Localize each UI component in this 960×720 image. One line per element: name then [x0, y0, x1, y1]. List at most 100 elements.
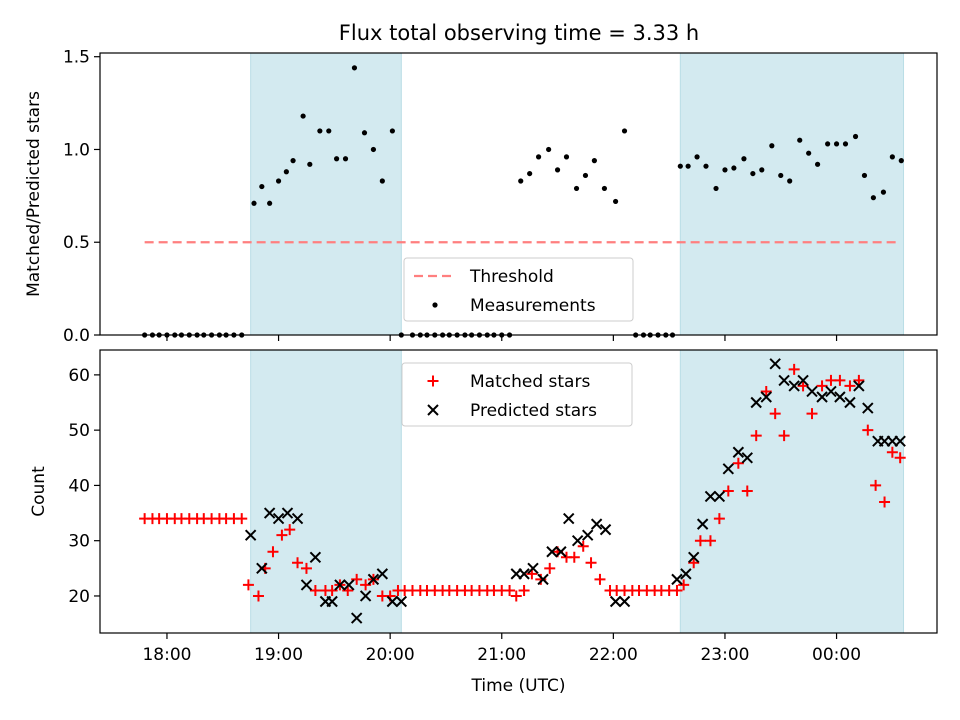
measurement-point	[554, 167, 561, 173]
shaded-span-1	[250, 52, 402, 336]
predicted-star-point	[618, 595, 631, 608]
measurement-point	[290, 158, 296, 164]
legend-matched-label: Matched stars	[470, 372, 590, 392]
measurement-point	[833, 141, 840, 147]
measurement-point	[518, 178, 524, 184]
legend-measurements-label: Measurements	[470, 296, 596, 316]
predicted-star-point	[546, 546, 558, 558]
measurement-point	[825, 141, 831, 147]
measurement-point	[797, 137, 803, 143]
measurement-point	[582, 172, 589, 179]
measurement-point	[307, 161, 313, 167]
predicted-star-point	[527, 562, 539, 575]
matched-star-point	[853, 374, 865, 386]
y-tick-label: 1.5	[63, 48, 90, 68]
measurement-point	[898, 158, 904, 164]
y-tick-label: 30	[68, 532, 90, 552]
measurement-point	[722, 167, 728, 173]
matched-star-point	[300, 562, 312, 574]
matched-star-point	[694, 535, 706, 547]
matched-star-point	[778, 430, 790, 442]
y-tick-label: 0.5	[63, 233, 90, 253]
matched-star-point	[276, 529, 288, 541]
matched-star-point	[252, 590, 264, 602]
predicted-star-point	[350, 612, 363, 624]
legend-predicted-label: Predicted stars	[470, 401, 597, 421]
predicted-star-point	[537, 573, 549, 586]
y-tick-label: 20	[68, 587, 90, 607]
measurement-point	[601, 185, 608, 192]
predicted-star-point	[395, 595, 408, 608]
matched-star-point	[844, 380, 856, 392]
predicted-star-point	[788, 380, 800, 392]
predicted-star-point	[376, 568, 389, 580]
matched-star-point	[886, 446, 898, 458]
predicted-star-point	[816, 391, 828, 403]
matched-star-point	[535, 573, 547, 585]
measurement-point	[251, 200, 257, 206]
measurement-point	[741, 156, 747, 162]
bottom-x-ticks: 18:00 19:00 20:00 21:00 22:00 23:00 00:00	[142, 633, 861, 665]
matched-star-point	[671, 584, 683, 596]
y-tick-label: 1.0	[63, 140, 90, 160]
x-tick-label: 00:00	[812, 645, 861, 665]
measurement-point	[283, 169, 289, 175]
measurement-point	[685, 163, 691, 169]
measurement-point	[563, 154, 570, 160]
shaded-span-2	[679, 52, 905, 336]
measurement-point	[342, 156, 349, 162]
measurement-point	[275, 178, 282, 184]
matched-star-point	[797, 380, 809, 392]
matched-star-point	[750, 430, 762, 442]
measurement-point	[750, 170, 756, 177]
x-tick-label: 21:00	[477, 645, 526, 665]
predicted-star-point	[334, 579, 346, 591]
predicted-star-point	[609, 595, 622, 608]
predicted-star-point	[760, 391, 772, 403]
measurement-point	[267, 200, 273, 206]
figure-title: Flux total observing time = 3.33 h	[339, 21, 699, 45]
shaded-span-2	[679, 349, 905, 634]
predicted-star-point	[671, 573, 683, 586]
measurement-point	[787, 178, 793, 184]
predicted-star-point	[722, 463, 735, 475]
legend-matched-swatch	[427, 375, 439, 387]
measurement-point	[759, 167, 765, 173]
bottom-y-axis-label: Count	[29, 466, 49, 517]
predicted-star-point	[571, 534, 584, 547]
matched-star-point	[879, 496, 891, 508]
matched-star-point	[688, 557, 700, 569]
measurement-point	[573, 185, 580, 192]
measurement-point	[870, 195, 876, 201]
legend-predicted-swatch	[427, 404, 439, 416]
matched-star-point	[862, 424, 874, 436]
predicted-star-point	[244, 529, 257, 541]
legend-threshold-label: Threshold	[469, 267, 554, 287]
predicted-star-point	[769, 358, 781, 370]
matched-star-point	[309, 584, 321, 596]
bottom-y-ticks: 20 30 40 50 60	[68, 366, 100, 607]
x-tick-label: 22:00	[589, 645, 638, 665]
matched-star-point	[806, 408, 818, 420]
bottom-legend-box	[401, 362, 633, 427]
predicted-star-point	[359, 590, 372, 602]
predicted-star-point	[704, 490, 717, 503]
x-tick-label: 20:00	[366, 645, 415, 665]
measurement-point	[677, 163, 683, 169]
measurement-point	[527, 170, 533, 177]
predicted-star-point	[732, 446, 745, 458]
x-tick-label: 18:00	[142, 645, 191, 665]
measurement-point	[778, 172, 784, 179]
predicted-star-point	[741, 452, 753, 464]
predicted-star-point	[343, 579, 355, 591]
measurement-point	[370, 146, 377, 153]
matched-star-point	[788, 363, 800, 375]
measurement-point	[694, 154, 700, 160]
predicted-star-point	[555, 546, 567, 558]
matched-star-point	[870, 479, 882, 491]
predicted-star-point	[309, 551, 322, 563]
predicted-star-point	[367, 573, 380, 586]
predicted-star-point	[750, 396, 762, 409]
matched-star-point	[504, 584, 516, 596]
